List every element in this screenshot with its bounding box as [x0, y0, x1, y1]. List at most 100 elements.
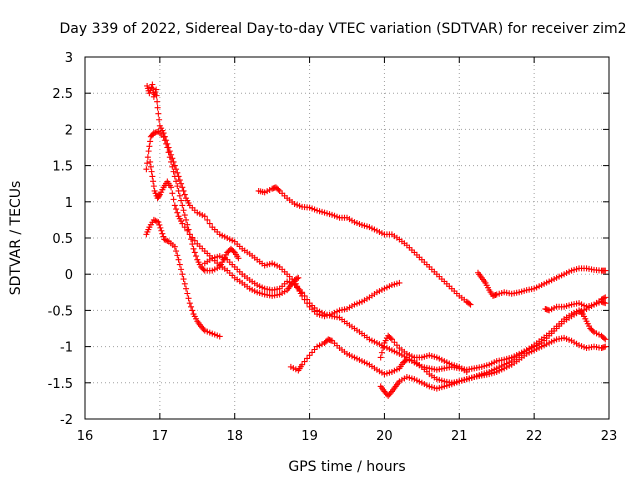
data-point [181, 224, 188, 231]
data-point [155, 110, 162, 117]
data-point [147, 163, 154, 170]
data-point [160, 233, 167, 240]
data-point [173, 206, 180, 213]
y-tick-label: 2.5 [52, 87, 73, 102]
data-point [295, 274, 302, 281]
data-point [189, 234, 196, 241]
data-point [173, 248, 180, 255]
data-point [153, 86, 160, 93]
data-point [179, 271, 186, 278]
data-point [176, 177, 183, 184]
data-point [171, 173, 178, 180]
data-point [173, 178, 180, 185]
series-arc-11 [542, 298, 609, 314]
y-axis-label: SDTVAR / TECUs [8, 181, 24, 296]
data-point [204, 216, 211, 223]
series-arc-10 [475, 265, 609, 299]
grid [85, 57, 609, 419]
data-point [148, 168, 155, 175]
y-tick-label: -1 [60, 341, 73, 356]
y-tick-label: 0 [65, 268, 73, 283]
data-point [154, 104, 161, 111]
data-point [387, 335, 394, 342]
data-point [175, 187, 182, 194]
series-arc-7 [287, 334, 609, 386]
data-point [275, 186, 282, 193]
data-point [230, 248, 237, 255]
data-point [166, 148, 173, 155]
series-arc-8 [377, 307, 609, 399]
data-point [181, 280, 188, 287]
x-tick-label: 20 [376, 429, 393, 444]
data-point [159, 230, 166, 237]
data-point [191, 249, 198, 256]
data-point [150, 178, 157, 185]
data-point [178, 197, 185, 204]
data-point [149, 173, 156, 180]
data-point [155, 219, 162, 226]
data-point [161, 137, 168, 144]
data-point [153, 92, 160, 99]
data-point [235, 255, 242, 262]
data-point [304, 355, 311, 362]
data-point [301, 292, 308, 299]
data-point [156, 192, 163, 199]
data-point [188, 303, 195, 310]
data-point [200, 326, 207, 333]
data-point [602, 294, 609, 301]
data-point [190, 245, 197, 252]
data-point [169, 163, 176, 170]
data-point [377, 354, 384, 361]
data-point [174, 209, 181, 216]
data-point [304, 296, 311, 303]
data-point [179, 184, 186, 191]
data-point [206, 220, 213, 227]
x-axis-label: GPS time / hours [288, 459, 405, 475]
data-point [143, 166, 150, 173]
data-point [299, 361, 306, 368]
data-point [186, 231, 193, 238]
data-point [183, 216, 190, 223]
data-point [174, 252, 181, 259]
data-point [601, 335, 608, 342]
x-tick-label: 19 [301, 429, 318, 444]
data-point [164, 144, 171, 151]
data-point [160, 133, 167, 140]
data-point [144, 160, 151, 167]
series-arc-4 [143, 216, 223, 340]
y-tick-labels: -2 -1.5 -1 -0.5 0 0.5 1 1.5 2 2.5 3 [48, 51, 73, 428]
data-point [183, 285, 190, 292]
x-tick-label: 18 [226, 429, 243, 444]
x-tick-label: 16 [77, 429, 94, 444]
data-point [216, 333, 223, 340]
x-tick-label: 17 [152, 429, 169, 444]
data-point [299, 289, 306, 296]
series-arc-3 [147, 158, 302, 299]
series-arc-9 [377, 332, 470, 375]
data-point [144, 154, 151, 161]
data-point [589, 327, 596, 334]
data-point [176, 261, 183, 268]
y-tick-label: -2 [60, 413, 73, 428]
data-point [170, 168, 177, 175]
data-point [150, 183, 157, 190]
data-point [602, 336, 609, 343]
data-point [301, 358, 308, 365]
data-point [158, 227, 165, 234]
data-point [170, 196, 177, 203]
data-point [178, 180, 185, 187]
data-point [146, 143, 153, 150]
data-point [147, 138, 154, 145]
x-tick-label: 21 [451, 429, 468, 444]
data-point [602, 300, 609, 307]
data-point [294, 275, 301, 282]
data-point [163, 140, 170, 147]
data-point [467, 301, 474, 308]
data-point [171, 243, 178, 250]
data-point [176, 192, 183, 199]
data-point [156, 116, 163, 123]
data-point [179, 202, 186, 209]
series-arc-5 [255, 184, 474, 308]
data-point [466, 300, 473, 307]
y-tick-label: 1.5 [52, 160, 73, 175]
